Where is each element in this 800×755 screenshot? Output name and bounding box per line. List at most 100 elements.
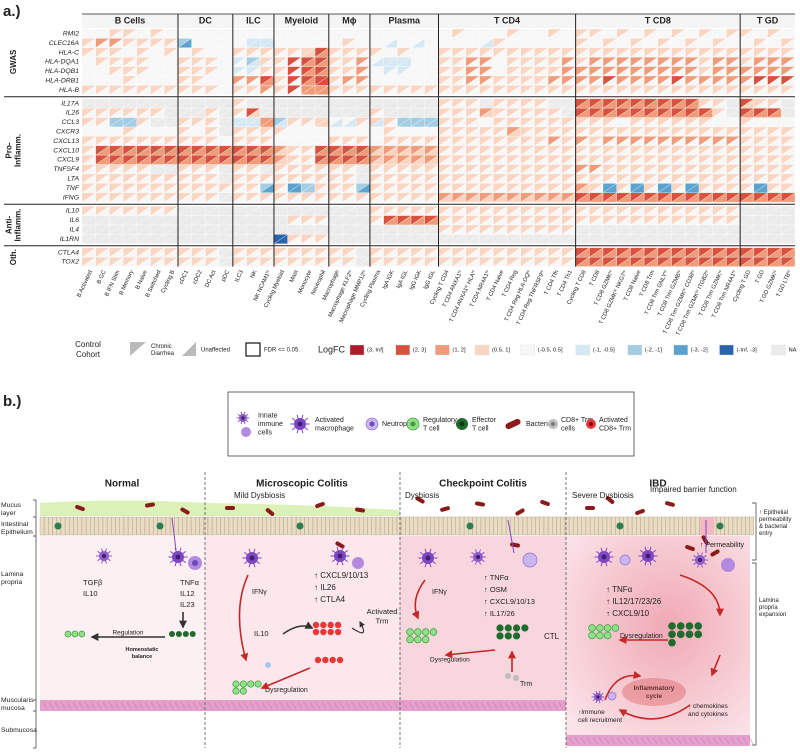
epithelial-cell — [569, 516, 574, 536]
muscularis-fiber — [108, 701, 114, 710]
panel-text-line: Activated — [367, 607, 398, 616]
muscularis-fiber — [321, 701, 327, 710]
epithelial-cell — [304, 516, 309, 536]
muscularis-fiber — [658, 736, 664, 745]
muscularis-fiber — [96, 701, 102, 710]
cell — [189, 631, 196, 637]
cell — [64, 630, 72, 638]
muscularis-fiber — [598, 736, 604, 745]
row-label: CXCL13 — [53, 138, 79, 145]
epithelial-cell — [329, 516, 334, 536]
row-label: IL1RN — [60, 236, 79, 243]
legend-label-line: cells — [258, 429, 273, 436]
cell — [337, 553, 343, 559]
epithelial-cell — [338, 516, 343, 536]
panel-text-line: Trm — [375, 616, 388, 625]
epithelial-cell — [690, 516, 696, 536]
epithelial-cell — [585, 516, 591, 536]
panel-text: Inflammatory cycle — [634, 685, 675, 700]
cell — [169, 631, 175, 637]
legend-label-line: Effector — [472, 417, 497, 424]
bacterium — [515, 508, 525, 516]
panel-text: ↑ CXCL9/10/13 — [314, 571, 369, 580]
panel-text: ↑ CXCL9/10 — [606, 609, 650, 618]
muscularis-fiber — [408, 701, 414, 710]
cell — [504, 632, 512, 640]
legend-label-line: Bacteria — [526, 421, 552, 428]
legend-box — [227, 391, 635, 457]
row-label: TNF — [66, 185, 80, 192]
epithelial-cell — [241, 516, 246, 536]
row-group-label-line: Inflamm. — [14, 209, 23, 242]
epithelial-cell — [514, 516, 519, 536]
column-label: T CD8 — [589, 270, 601, 288]
bacterium — [145, 502, 155, 508]
panel-text: ↑ Permeability — [700, 542, 744, 549]
layer-label: Intestinal Epithelium — [1, 521, 33, 536]
epithelial-cell — [527, 516, 532, 536]
legend-label-line: Diarrhea — [151, 351, 175, 357]
panel-text: CTL — [544, 632, 560, 641]
bacterium — [701, 535, 709, 545]
epithelial-cell — [560, 516, 565, 536]
muscularis-fiber — [120, 701, 126, 710]
row-group-label-line: Anti- — [5, 216, 14, 235]
epithelial-cell — [287, 516, 292, 536]
epithelial-cell — [539, 516, 544, 536]
epithelial-cell — [476, 516, 481, 536]
cell — [414, 635, 422, 644]
panel-text-line: ↑Immune — [578, 709, 605, 716]
row-label: IFNG — [63, 194, 79, 201]
muscularis-fiber — [438, 701, 444, 710]
muscularis-fiber — [174, 701, 180, 710]
epithelial-cell — [90, 516, 95, 536]
epithelial-cell — [531, 516, 536, 536]
legend-label: NA — [789, 348, 797, 354]
panel-text-line: Inflammatory — [634, 685, 675, 692]
epithelial-cell — [632, 516, 637, 536]
muscularis-fiber — [748, 736, 754, 745]
epithelial-cell — [371, 516, 376, 536]
muscularis-fiber — [243, 701, 249, 710]
cell — [521, 624, 529, 632]
muscularis-fiber — [522, 701, 528, 710]
epithelial-cell — [186, 516, 192, 536]
row-label: LTA — [68, 175, 80, 182]
cell — [406, 635, 414, 644]
cell — [421, 628, 430, 636]
panel-text: ↑ IL17/26 — [484, 609, 515, 618]
row-label: HLA-B — [59, 87, 79, 94]
cell — [504, 624, 512, 632]
legend-label: Neutrophil — [382, 421, 414, 428]
panel-text: ↑ TNFα — [606, 585, 633, 594]
epithelial-cell — [653, 516, 658, 536]
muscularis-fiber — [628, 736, 634, 745]
column-label: IgA IGK — [382, 269, 396, 290]
muscularis-fiber — [150, 701, 156, 710]
epithelial-cell — [354, 516, 360, 536]
legend-swatch — [575, 344, 591, 356]
epithelial-cell — [44, 516, 49, 536]
group-header — [82, 14, 178, 28]
muscularis-fiber — [333, 701, 339, 710]
epithelial-cell — [443, 516, 448, 536]
barrier-break — [700, 517, 714, 535]
cell — [588, 624, 596, 632]
bacterium — [315, 501, 325, 509]
epithelial-cell — [98, 516, 104, 536]
column-label: cDC2 — [192, 270, 204, 286]
legend-title-line: Control — [75, 340, 101, 349]
cell — [421, 635, 430, 644]
epithelial-cell — [627, 516, 633, 536]
column-label: cDC1 — [178, 270, 190, 286]
cell — [71, 630, 79, 638]
muscularis-fiber — [285, 701, 291, 710]
layer-label: Submucosa — [1, 727, 37, 734]
panel-text: Dysbiosis — [405, 491, 439, 500]
bacterium — [335, 541, 345, 549]
cell — [596, 695, 600, 699]
layer-label-line: layer — [1, 510, 16, 517]
column-group-label: T GD — [757, 15, 779, 25]
cell — [192, 560, 198, 566]
arrow — [444, 649, 496, 659]
